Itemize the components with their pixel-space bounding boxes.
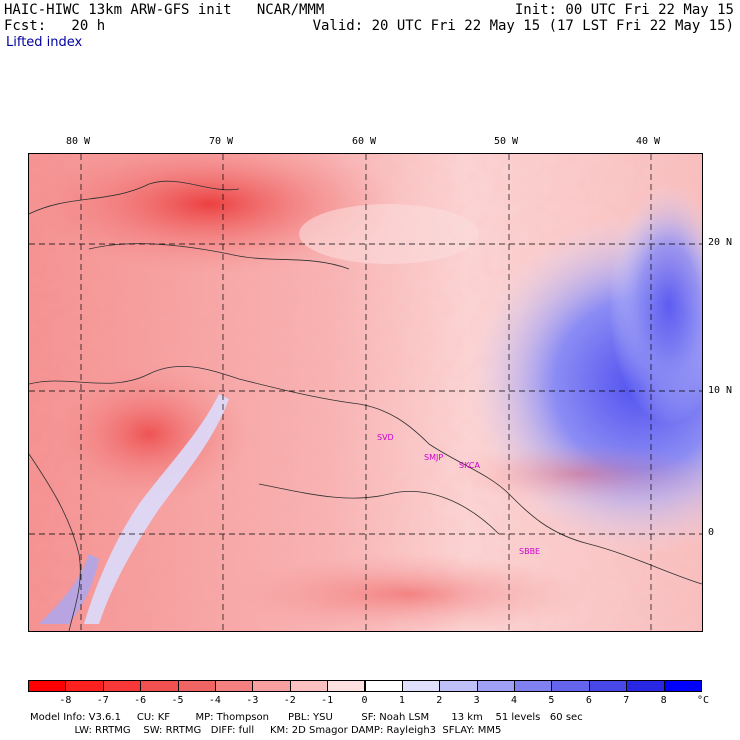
colorbar-swatch <box>327 680 366 692</box>
colorbar-tick-label: -7 <box>96 695 109 706</box>
colorbar-swatch <box>514 680 553 692</box>
colorbar-swatch <box>289 680 329 692</box>
colorbar-tick-label: -6 <box>134 695 147 706</box>
colorbar-tick-label: 7 <box>623 695 630 706</box>
colorbar-swatch <box>28 680 67 692</box>
colorbar-tick-label: 6 <box>585 695 592 706</box>
header-left-line1: HAIC-HIWC 13km ARW-GFS init NCAR/MMM <box>4 2 325 18</box>
colorbar-swatch <box>476 680 516 692</box>
header-right-line2: Valid: 20 UTC Fri 22 May 15 (17 LST Fri … <box>312 18 734 34</box>
header-right-line1: Init: 00 UTC Fri 22 May 15 <box>514 2 734 18</box>
colorbar-tick-label: -4 <box>208 695 221 706</box>
lat-label-20n: 20 N <box>708 237 733 248</box>
station-skca: SKCA <box>459 461 480 470</box>
station-smjp: SMJP <box>424 453 443 462</box>
colorbar-tick-label: 5 <box>548 695 555 706</box>
colorbar-tick-label: 1 <box>398 695 405 706</box>
colorbar-tick-label: -3 <box>246 695 259 706</box>
colorbar-swatch <box>551 680 590 692</box>
lon-label-70w: 70 W <box>209 136 234 147</box>
andes-stable-band <box>84 394 229 624</box>
lon-label-50w: 50 W <box>494 136 519 147</box>
colorbar-tick-label: 0 <box>361 695 368 706</box>
colorbar-swatch <box>214 680 254 692</box>
colorbar-tick-label: -2 <box>283 695 296 706</box>
lon-label-80w: 80 W <box>66 136 91 147</box>
colorbar-tick-label: 2 <box>436 695 443 706</box>
station-svd: SVD <box>377 433 394 442</box>
colorbar-swatch <box>663 680 702 692</box>
colorbar-unit: °C <box>696 695 710 706</box>
header-left-line2: Fcst: 20 h <box>4 18 106 34</box>
colorbar-tick-label: -5 <box>171 695 184 706</box>
colorbar-tick-label: -1 <box>321 695 334 706</box>
lat-label-0: 0 <box>708 527 715 538</box>
colorbar-swatch <box>252 680 291 692</box>
lifted-index-map: SVD SMJP SKCA SBBE <box>28 153 703 632</box>
lon-label-60w: 60 W <box>352 136 377 147</box>
colorbar-swatch <box>401 680 441 692</box>
colorbar-tick-label: 3 <box>473 695 480 706</box>
colorbar-swatch <box>588 680 628 692</box>
lon-label-40w: 40 W <box>636 136 661 147</box>
colorbar-swatch <box>439 680 478 692</box>
colorbar-tick-label: 8 <box>660 695 667 706</box>
colorbar-swatch <box>65 680 104 692</box>
graticule <box>29 154 702 631</box>
station-sbbe: SBBE <box>519 547 540 556</box>
colorbar-tick-label: -8 <box>59 695 72 706</box>
colorbar-swatch <box>140 680 179 692</box>
model-info-line1: Model Info: V3.6.1 CU: KF MP: Thompson P… <box>30 712 583 723</box>
coastlines <box>29 180 702 631</box>
colorbar-swatch <box>364 680 403 692</box>
colorbar-swatch <box>177 680 216 692</box>
colorbar-tick-label: 4 <box>511 695 518 706</box>
model-info-line2: LW: RRTMG SW: RRTMG DIFF: full KM: 2D Sm… <box>30 725 502 736</box>
lat-label-10n: 10 N <box>708 385 733 396</box>
colorbar-swatch <box>626 680 665 692</box>
colorbar-swatch <box>102 680 142 692</box>
field-name: Lifted index <box>6 35 83 50</box>
